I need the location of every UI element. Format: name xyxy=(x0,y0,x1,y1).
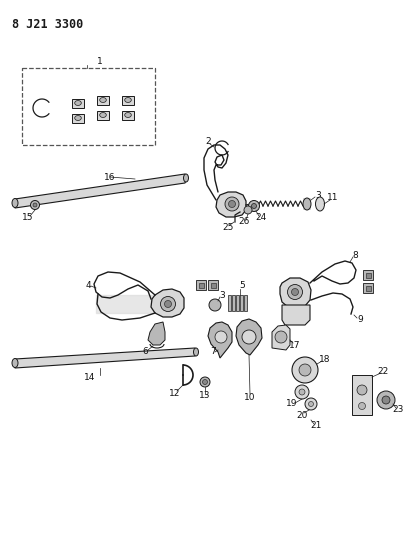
Text: 18: 18 xyxy=(319,356,331,365)
Circle shape xyxy=(215,331,227,343)
Circle shape xyxy=(200,377,210,387)
Circle shape xyxy=(161,296,175,311)
Polygon shape xyxy=(151,289,184,317)
Polygon shape xyxy=(236,319,262,355)
Text: 1: 1 xyxy=(97,58,103,67)
Circle shape xyxy=(30,200,39,209)
Ellipse shape xyxy=(125,112,131,117)
Bar xyxy=(240,295,243,311)
Circle shape xyxy=(382,396,390,404)
Text: 4: 4 xyxy=(85,280,91,289)
Bar xyxy=(303,198,311,210)
Bar xyxy=(72,114,84,123)
Text: 5: 5 xyxy=(239,281,245,290)
Circle shape xyxy=(244,206,252,214)
Bar xyxy=(196,280,206,290)
Text: 10: 10 xyxy=(244,392,256,401)
Circle shape xyxy=(358,402,365,409)
Circle shape xyxy=(249,200,259,212)
Bar xyxy=(97,110,109,119)
Text: 17: 17 xyxy=(289,341,301,350)
Text: 16: 16 xyxy=(104,173,116,182)
Bar xyxy=(363,283,373,293)
Circle shape xyxy=(291,288,298,295)
Circle shape xyxy=(288,285,302,300)
Bar xyxy=(72,99,84,108)
Ellipse shape xyxy=(12,198,18,207)
Bar xyxy=(352,375,372,415)
Text: 13: 13 xyxy=(199,392,211,400)
Polygon shape xyxy=(148,322,165,345)
Bar xyxy=(199,282,203,287)
Circle shape xyxy=(299,364,311,376)
Text: 11: 11 xyxy=(327,193,339,203)
Bar xyxy=(97,95,109,104)
Text: 26: 26 xyxy=(238,217,250,227)
Text: 3: 3 xyxy=(315,191,321,200)
Bar xyxy=(365,272,370,278)
Polygon shape xyxy=(13,174,187,208)
Circle shape xyxy=(242,330,256,344)
FancyBboxPatch shape xyxy=(22,68,155,145)
Circle shape xyxy=(377,391,395,409)
Text: 25: 25 xyxy=(222,222,234,231)
Polygon shape xyxy=(208,322,232,358)
Circle shape xyxy=(203,379,208,384)
Polygon shape xyxy=(280,278,311,308)
Ellipse shape xyxy=(194,348,199,356)
Text: 23: 23 xyxy=(393,406,404,415)
Polygon shape xyxy=(13,348,197,368)
Ellipse shape xyxy=(12,359,18,367)
Circle shape xyxy=(305,398,317,410)
Circle shape xyxy=(229,200,236,207)
Circle shape xyxy=(309,401,314,407)
Circle shape xyxy=(299,389,305,395)
Circle shape xyxy=(209,299,221,311)
Bar xyxy=(228,295,231,311)
Ellipse shape xyxy=(75,101,81,106)
Bar xyxy=(365,286,370,290)
Bar xyxy=(236,295,239,311)
Bar xyxy=(363,270,373,280)
Text: 24: 24 xyxy=(255,214,267,222)
Ellipse shape xyxy=(100,98,106,102)
Circle shape xyxy=(252,204,256,208)
Bar xyxy=(208,280,218,290)
Polygon shape xyxy=(272,325,290,350)
Bar xyxy=(210,282,215,287)
Text: 3: 3 xyxy=(219,290,225,300)
Text: 15: 15 xyxy=(22,214,34,222)
Text: 6: 6 xyxy=(142,348,148,357)
Circle shape xyxy=(292,357,318,383)
Circle shape xyxy=(164,301,171,308)
Bar xyxy=(122,95,134,104)
Text: 21: 21 xyxy=(310,422,322,431)
Ellipse shape xyxy=(75,116,81,120)
Text: 12: 12 xyxy=(169,389,181,398)
Text: 9: 9 xyxy=(357,316,363,325)
Text: 14: 14 xyxy=(84,374,96,383)
Circle shape xyxy=(225,197,239,211)
Circle shape xyxy=(33,203,37,207)
Bar xyxy=(122,110,134,119)
Text: 20: 20 xyxy=(296,410,308,419)
Circle shape xyxy=(295,385,309,399)
Ellipse shape xyxy=(125,98,131,102)
Ellipse shape xyxy=(303,198,311,210)
Polygon shape xyxy=(282,305,310,325)
Polygon shape xyxy=(216,192,246,217)
Circle shape xyxy=(275,331,287,343)
Circle shape xyxy=(357,385,367,395)
Text: 2: 2 xyxy=(205,138,211,147)
Text: 8 J21 3300: 8 J21 3300 xyxy=(12,18,83,31)
Text: 22: 22 xyxy=(377,367,389,376)
Text: 19: 19 xyxy=(286,400,298,408)
Bar xyxy=(244,295,247,311)
Ellipse shape xyxy=(183,174,189,182)
Ellipse shape xyxy=(100,112,106,117)
Text: 7: 7 xyxy=(210,348,216,357)
Text: 8: 8 xyxy=(352,251,358,260)
Bar xyxy=(232,295,235,311)
Ellipse shape xyxy=(316,197,325,211)
